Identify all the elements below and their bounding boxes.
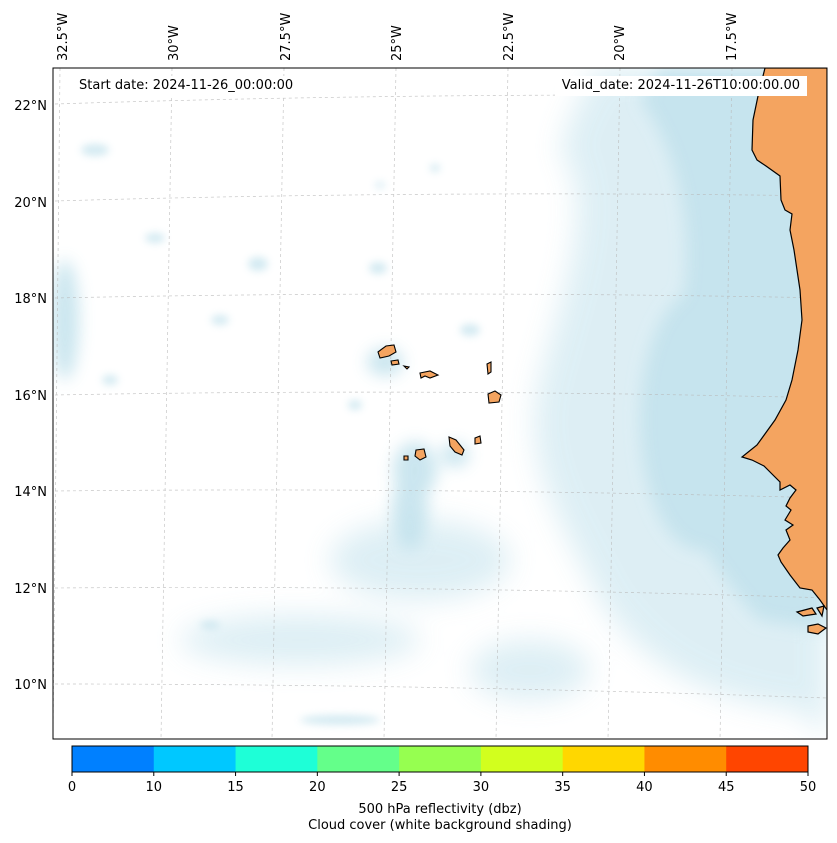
colorbar-tick-label: 15 [227,780,244,795]
valid-date-label: Valid_date: 2024-11-26T10:00:00.00 [554,76,807,96]
colorbar-segments [72,746,809,772]
boa-vista [487,390,502,404]
cape-verde-islands [377,344,502,461]
brava [403,455,409,461]
colorbar-segment [562,746,645,772]
colorbar-segment [726,746,809,772]
map-frame [52,67,828,740]
fogo [414,448,427,461]
colorbar-segment [480,746,564,772]
map-area [53,68,827,739]
lon-label: 32.5°W [56,13,71,61]
colorbar-tick-label: 45 [718,780,735,795]
graticule [53,68,827,739]
lat-label: 16°N [14,389,47,404]
lon-label: 30°W [167,25,182,61]
colorbar-tick-label: 20 [309,780,326,795]
colorbar-segment [72,746,155,772]
latitude-labels: 22°N 20°N 18°N 16°N 14°N 12°N 10°N [14,99,47,693]
lat-label: 12°N [14,582,47,597]
lat-label: 18°N [14,292,47,307]
lon-label: 25°W [390,25,405,61]
guinea-coast-islands [795,605,827,635]
lon-label: 27.5°W [279,13,294,61]
sao-nicolau [419,370,440,379]
colorbar-tick-label: 0 [68,780,76,795]
colorbar-segment [399,746,482,772]
sao-vicente [390,359,400,366]
africa-land [740,68,827,612]
map-figure: 32.5°W 30°W 27.5°W 25°W 22.5°W 20°W 17.5… [14,13,828,740]
lon-label: 22.5°W [502,13,517,61]
lat-label: 20°N [14,196,47,211]
colorbar-segment [644,746,727,772]
colorbar-tick-label: 50 [800,780,817,795]
santo-antao [377,344,397,359]
colorbar-tick-label: 40 [636,780,653,795]
santa-luzia [402,365,411,370]
colorbar-segment [317,746,400,772]
colorbar-tick-label: 30 [473,780,490,795]
colorbar-segment [153,746,237,772]
colorbar-ticks: 0 10 15 20 25 30 35 40 45 50 [68,772,816,795]
colorbar-tick-label: 35 [554,780,571,795]
colorbar-tick-label: 25 [391,780,408,795]
colorbar-tick-label: 10 [146,780,163,795]
lon-label: 20°W [613,25,628,61]
maio [474,435,482,445]
colorbar-frame [71,745,809,773]
sal [486,361,492,375]
lat-label: 14°N [14,485,47,500]
santiago [448,436,465,456]
colorbar-label-line1: 500 hPa reflectivity (dbz) [358,802,522,817]
lat-label: 10°N [14,678,47,693]
start-date-label: Start date: 2024-11-26_00:00:00 [72,76,301,96]
longitude-labels: 32.5°W 30°W 27.5°W 25°W 22.5°W 20°W 17.5… [56,13,740,61]
colorbar-segment [235,746,318,772]
lat-label: 22°N [14,99,47,114]
lon-label: 17.5°W [725,13,740,61]
colorbar-label-line2: Cloud cover (white background shading) [308,818,572,833]
